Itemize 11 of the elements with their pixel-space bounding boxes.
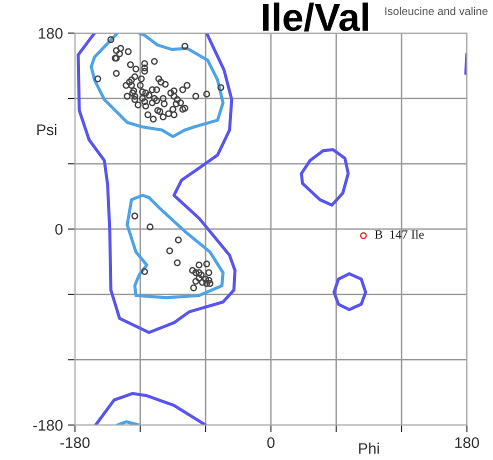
x-tick-label: -180 <box>60 437 90 448</box>
chart-title: Ile/Val <box>262 2 368 32</box>
y-tick-label: 180 <box>38 28 63 39</box>
x-tick-label: 0 <box>267 437 275 448</box>
annotation: B 147 Ile <box>374 230 424 239</box>
y-axis-title: Psi <box>37 124 56 136</box>
y-tick-label: 0 <box>55 224 63 235</box>
x-tick-label: 180 <box>455 437 480 448</box>
y-tick-label: -180 <box>33 420 63 431</box>
chart-subtitle: Isoleucine and valine <box>385 6 488 16</box>
x-axis-title: Phi <box>359 442 379 454</box>
